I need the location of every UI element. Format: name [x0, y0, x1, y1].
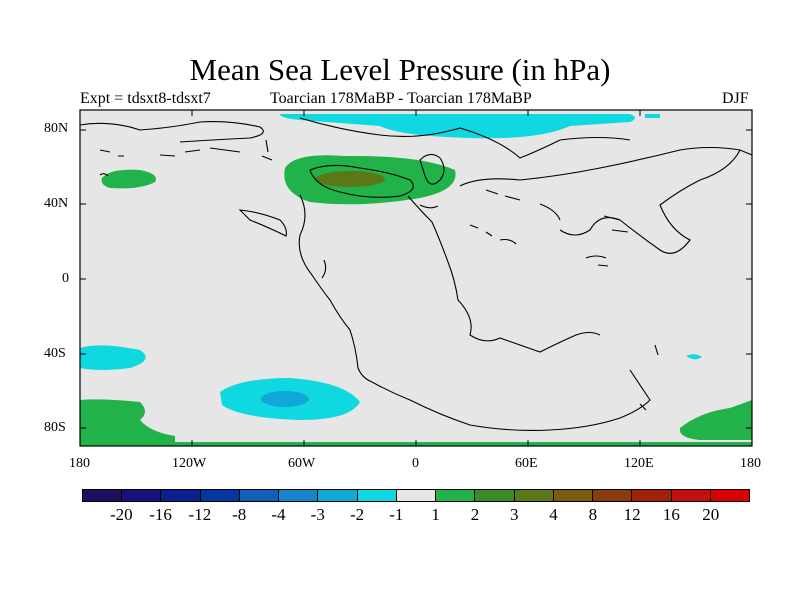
colorbar-swatch	[396, 490, 437, 501]
y-axis-label: 0	[62, 271, 69, 286]
anomaly-green-southeast	[679, 400, 752, 440]
colorbar-label: -12	[188, 505, 212, 524]
y-axis-label: 40N	[44, 196, 69, 211]
x-axis-label: 180	[740, 456, 761, 471]
colorbar-swatch	[671, 490, 711, 501]
x-axis-label: 180	[69, 456, 90, 471]
anomaly-cyan-north-small	[645, 114, 660, 118]
y-axis-label: 40S	[44, 346, 66, 361]
colorbar-label: 1	[431, 505, 440, 524]
colorbar-swatch	[593, 490, 633, 501]
coastlines	[79, 117, 753, 431]
colorbar-label: -2	[349, 505, 365, 524]
colorbar-label: -4	[271, 505, 286, 524]
colorbar-swatch	[161, 490, 201, 501]
colorbar-swatch	[632, 490, 672, 501]
map-title: Mean Sea Level Pressure (in hPa)	[189, 52, 611, 87]
colorbar-label: 3	[509, 505, 519, 524]
colorbar-swatch	[239, 490, 280, 501]
anomaly-green-southwest	[80, 399, 175, 442]
colorbar-swatch	[475, 490, 515, 501]
colorbar-swatch	[279, 490, 319, 501]
y-axis-label: 80S	[44, 420, 66, 435]
subtitle-season: DJF	[722, 90, 749, 107]
colorbar-label: -3	[310, 505, 325, 524]
colorbar-label: 20	[702, 505, 720, 524]
anomaly-cyan-pacific-south	[80, 345, 146, 370]
anomaly-blue-core	[261, 391, 309, 407]
x-ticks	[79, 110, 753, 446]
colorbar-swatch	[436, 490, 476, 501]
colorbar-label: 16	[662, 505, 680, 524]
anomaly-cyan-north-band	[280, 114, 635, 139]
y-ticks	[80, 129, 752, 429]
x-axis-label: 120W	[172, 456, 207, 471]
colorbar-label: -8	[232, 505, 247, 524]
colorbar-label: -20	[109, 505, 133, 524]
colorbar-label: 2	[470, 505, 480, 524]
subtitle-period: Toarcian 178MaBP - Toarcian 178MaBP	[270, 90, 532, 107]
anomaly-cyan-east-small	[686, 354, 702, 360]
colorbar-swatch	[710, 490, 749, 501]
anomaly-green-pacific-north	[101, 169, 156, 189]
colorbar-swatch	[357, 490, 397, 501]
y-axis-label: 80N	[44, 121, 69, 136]
colorbar-swatch	[553, 490, 594, 501]
anomaly-olive-core	[315, 171, 385, 187]
colorbar-label: 4	[549, 505, 558, 524]
x-axis-label: 120E	[624, 456, 654, 471]
colorbar-label: -16	[149, 505, 172, 524]
x-axis-label: 60E	[515, 456, 538, 471]
colorbar-swatch	[514, 490, 554, 501]
colorbar-label: -1	[389, 505, 404, 524]
x-axis-label: 60W	[288, 456, 316, 471]
colorbar-swatch	[122, 490, 162, 501]
colorbar-label: 12	[623, 505, 641, 524]
colorbar-swatch	[318, 490, 358, 501]
colorbar-swatch	[83, 490, 123, 501]
colorbar-label: 8	[588, 505, 598, 524]
subtitle-experiment: Expt = tdsxt8-tdsxt7	[80, 90, 211, 107]
x-axis-label: 0	[412, 456, 419, 471]
colorbar	[82, 489, 750, 502]
colorbar-swatch	[200, 490, 240, 501]
